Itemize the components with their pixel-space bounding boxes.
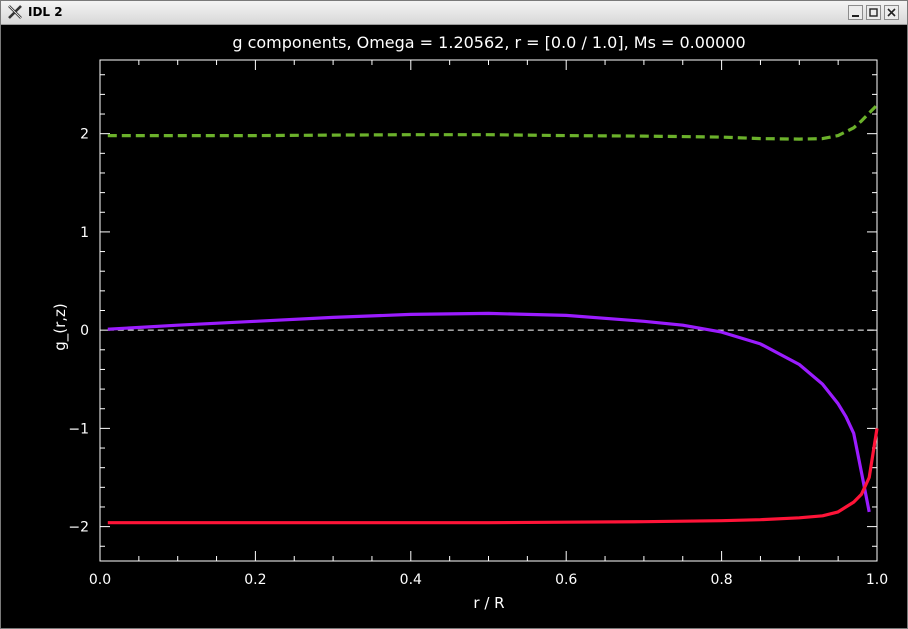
x-tick-label: 0.4 [400, 572, 422, 588]
x11-logo-icon [8, 5, 22, 19]
y-tick-label: 1 [80, 225, 89, 241]
y-axis-label: g_(r,z) [51, 303, 70, 351]
title-bar[interactable]: IDL 2 [1, 1, 907, 25]
x-tick-label: 0.2 [244, 572, 266, 588]
x-axis-label: r / R [473, 594, 504, 612]
chart-title: g components, Omega = 1.20562, r = [0.0 … [232, 33, 745, 52]
y-tick-label: 0 [80, 323, 89, 339]
series-lines [107, 104, 879, 525]
close-icon [887, 8, 896, 17]
minimize-icon [852, 15, 859, 17]
y-tick-label: 2 [80, 127, 89, 143]
purple-series-line [107, 311, 871, 513]
close-button[interactable] [884, 5, 899, 20]
red-series-line [107, 428, 879, 525]
x-tick-label: 1.0 [866, 572, 888, 588]
x-tick-label: 0.6 [555, 572, 577, 588]
maximize-icon [869, 8, 878, 17]
x-tick-label: 0.8 [710, 572, 732, 588]
y-tick-label: −1 [68, 421, 89, 437]
x-tick-label: 0.0 [89, 572, 111, 588]
plot-canvas: g components, Omega = 1.20562, r = [0.0 … [1, 25, 907, 628]
axes: 0.0 0.2 0.4 0.6 0.8 1.0 −2 −1 0 1 2 [68, 59, 888, 588]
minimize-button[interactable] [848, 5, 863, 20]
window-title: IDL 2 [28, 5, 63, 19]
maximize-button[interactable] [866, 5, 881, 20]
y-tick-label: −2 [68, 520, 89, 536]
green-dashed-series-line [107, 104, 879, 141]
